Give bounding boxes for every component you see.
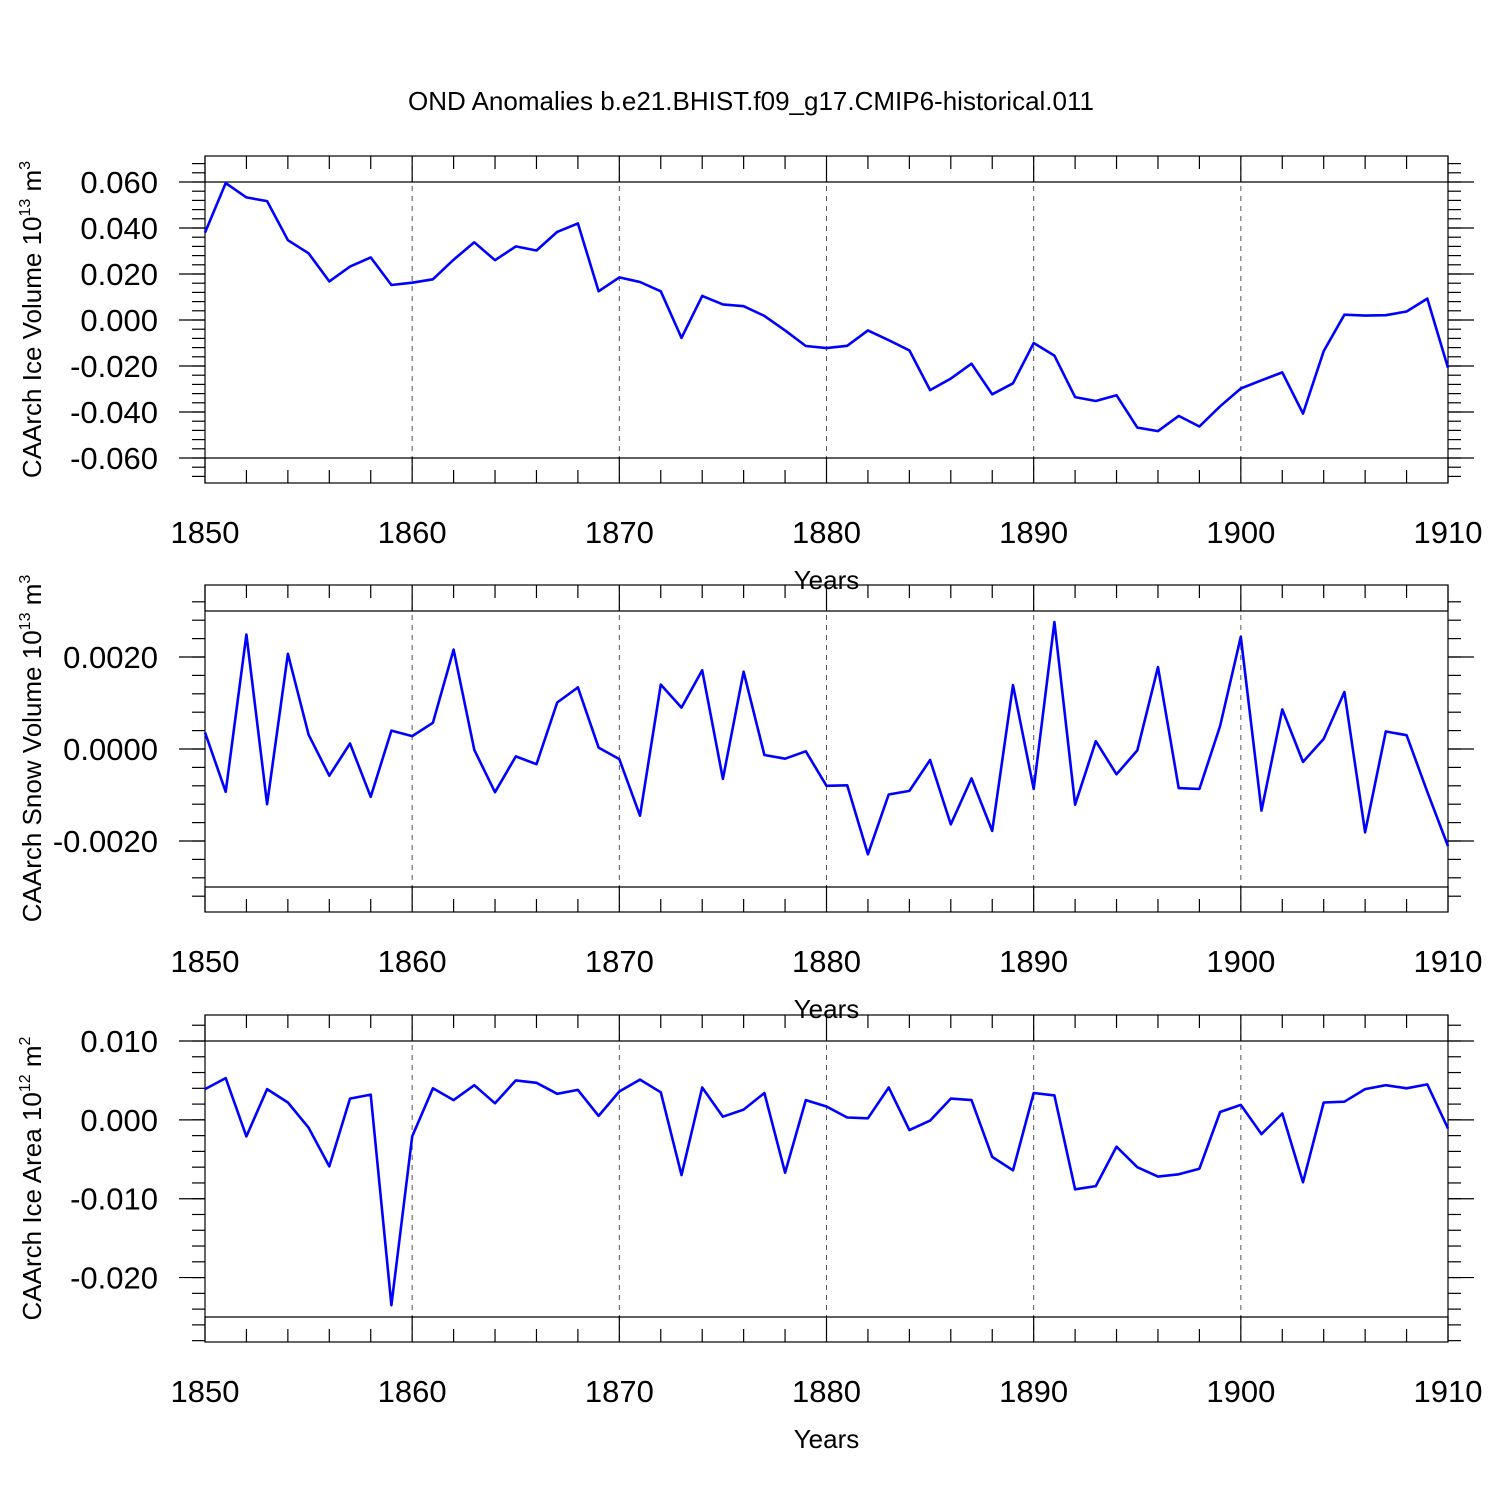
y-axis-title-exponent: 12 xyxy=(17,1074,34,1092)
y-tick-label: 0.040 xyxy=(80,211,158,246)
x-tick-label: 1850 xyxy=(171,515,240,550)
x-tick-label: 1850 xyxy=(171,1374,240,1409)
x-tick-label: 1910 xyxy=(1414,944,1483,979)
y-axis-title-unit-exponent: 3 xyxy=(17,161,34,170)
y-axis-title-unit-exponent: 3 xyxy=(17,575,34,584)
panel-snow-volume: 0.0020 0.0000 -0.0020 1850 1860 1870 1880 1890 1… xyxy=(17,575,1482,1024)
y-tick-label: -0.040 xyxy=(70,395,158,430)
x-tick-label: 1870 xyxy=(585,515,654,550)
x-tick-label: 1890 xyxy=(999,944,1068,979)
x-tick-label: 1910 xyxy=(1414,1374,1483,1409)
x-tick-label: 1860 xyxy=(378,1374,447,1409)
y-axis-title: CAArch Ice Volume 1013 m3 xyxy=(17,161,47,478)
y-tick-label: 0.010 xyxy=(80,1024,158,1059)
panel-ice-area: 0.010 0.000 -0.010 -0.020 1850 1860 1870 1880 18… xyxy=(17,1014,1483,1454)
x-tick-label: 1900 xyxy=(1206,515,1275,550)
y-axis-title: CAArch Snow Volume 1013 m3 xyxy=(17,575,47,923)
chart-title: OND Anomalies b.e21.BHIST.f09_g17.CMIP6-… xyxy=(408,86,1094,116)
y-axis-title-exponent: 13 xyxy=(17,199,34,217)
y-tick-label: -0.0020 xyxy=(53,824,158,859)
y-axis-title-text: CAArch Ice Area 10 xyxy=(17,1092,47,1320)
y-axis-title-text: CAArch Snow Volume 10 xyxy=(17,630,47,922)
y-axis-title-exponent: 13 xyxy=(17,612,34,630)
x-tick-label: 1860 xyxy=(378,944,447,979)
y-tick-label: 0.0020 xyxy=(63,640,158,675)
x-tick-label: 1880 xyxy=(792,515,861,550)
x-tick-label: 1870 xyxy=(585,944,654,979)
x-tick-label: 1850 xyxy=(171,944,240,979)
x-tick-label: 1870 xyxy=(585,1374,654,1409)
y-axis-title-unit: m xyxy=(17,170,47,199)
x-axis-title: Years xyxy=(794,1424,860,1454)
y-tick-label: 0.000 xyxy=(80,1103,158,1138)
x-tick-label: 1910 xyxy=(1414,515,1483,550)
y-axis-title-unit: m xyxy=(17,1045,47,1074)
y-tick-label: 0.000 xyxy=(80,303,158,338)
y-axis-title-unit: m xyxy=(17,584,47,613)
series-line-ice-area xyxy=(204,1076,1450,1307)
y-tick-label: 0.060 xyxy=(80,165,158,200)
x-tick-label: 1890 xyxy=(999,515,1068,550)
y-tick-label: -0.020 xyxy=(70,1261,158,1296)
y-tick-label: -0.010 xyxy=(70,1182,158,1217)
y-tick-label: 0.0000 xyxy=(63,732,158,767)
x-tick-label: 1880 xyxy=(792,1374,861,1409)
x-tick-label: 1860 xyxy=(378,515,447,550)
series-line-snow-volume xyxy=(203,620,1450,856)
chart-panels: 0.060 0.040 0.020 0.000 -0.020 -0.040 -0.060 18… xyxy=(17,155,1483,1454)
x-tick-label: 1890 xyxy=(999,1374,1068,1409)
y-axis-title: CAArch Ice Area 1012 m2 xyxy=(17,1036,47,1320)
y-tick-label: -0.020 xyxy=(70,349,158,384)
y-axis-title-unit-exponent: 2 xyxy=(17,1036,34,1045)
x-tick-label: 1900 xyxy=(1206,944,1275,979)
panel-ice-volume: 0.060 0.040 0.020 0.000 -0.020 -0.040 -0.060 18… xyxy=(17,155,1483,595)
y-axis-title-text: CAArch Ice Volume 10 xyxy=(17,217,47,479)
x-tick-label: 1880 xyxy=(792,944,861,979)
x-tick-label: 1900 xyxy=(1206,1374,1275,1409)
y-tick-label: 0.020 xyxy=(80,257,158,292)
series-line-ice-volume xyxy=(203,181,1450,433)
y-tick-label: -0.060 xyxy=(70,441,158,476)
